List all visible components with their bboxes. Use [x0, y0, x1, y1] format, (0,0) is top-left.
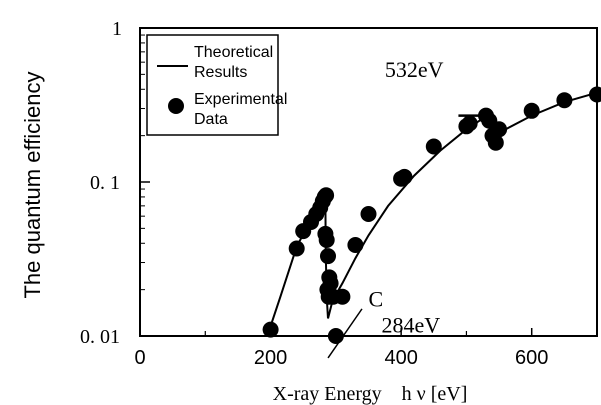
legend-entry-label: Results — [194, 64, 247, 81]
data-point — [262, 321, 279, 338]
data-point — [360, 206, 377, 222]
x-tick-label: 400 — [384, 347, 417, 369]
data-point — [589, 86, 601, 103]
legend-dot-swatch — [168, 98, 184, 114]
x-tick-label: 600 — [515, 347, 548, 369]
data-point — [425, 138, 442, 155]
data-point — [523, 102, 540, 119]
data-point — [327, 328, 344, 344]
legend-entry-label: Experimental — [194, 91, 287, 108]
data-point — [347, 237, 364, 253]
pointer-line — [327, 308, 363, 359]
data-point — [318, 187, 335, 204]
y-tick-label: 0. 1 — [90, 172, 120, 194]
data-point — [491, 121, 508, 138]
data-point — [320, 248, 336, 265]
x-axis-label: X-ray Energy h ν [eV] — [273, 383, 468, 405]
curve-segment — [327, 114, 488, 319]
x-tick-label: 200 — [254, 347, 287, 369]
data-point — [461, 115, 478, 132]
data-point — [396, 168, 413, 185]
data-point — [318, 232, 335, 248]
data-point — [556, 92, 573, 109]
annotation-label: 532eV — [385, 57, 444, 82]
y-tick-label: 0. 01 — [80, 326, 120, 348]
data-point — [322, 275, 339, 292]
experimental-points — [262, 86, 601, 344]
y-tick-label: 1 — [112, 18, 122, 40]
data-point — [334, 288, 351, 305]
legend-entry-label: Theoretical — [194, 44, 273, 61]
x-tick-label: 0 — [134, 347, 145, 369]
data-point — [487, 134, 504, 151]
curve-segment — [492, 91, 598, 137]
annotation-label: 284eV — [382, 313, 441, 338]
data-point — [288, 240, 305, 257]
legend-entry-label: Data — [194, 111, 228, 128]
annotation-label: C — [369, 287, 384, 312]
y-axis-label: The quantum efficiency — [20, 71, 45, 298]
legend-box — [146, 34, 279, 136]
legend: Theoretical Results Experimental Data — [146, 34, 287, 136]
axes: 0 200 400 600 0. 01 0. 1 1 — [80, 18, 598, 369]
